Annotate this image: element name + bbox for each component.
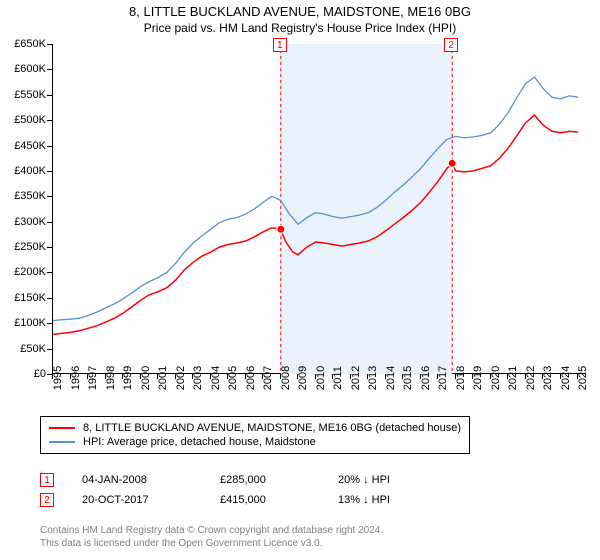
x-tick-label: 2003 [192,366,204,390]
marker-dot [448,159,456,167]
y-tick-label: £400K [14,165,46,177]
x-tick-label: 2018 [455,366,467,390]
ref-row: 2 20-OCT-2017 £415,000 13% ↓ HPI [40,490,390,510]
x-tick-label: 1997 [87,366,99,390]
ref-price: £415,000 [220,494,310,506]
ref-date: 20-OCT-2017 [82,494,192,506]
legend-swatch [49,441,75,443]
legend-swatch [49,427,75,429]
y-tick-label: £200K [14,266,46,278]
legend-label: HPI: Average price, detached house, Maid… [83,436,316,448]
x-tick-label: 2021 [507,366,519,390]
x-tick-label: 2020 [490,366,502,390]
shaded-band [281,44,452,374]
y-tick-label: £0 [34,368,46,380]
y-tick-label: £650K [14,38,46,50]
x-tick-label: 2019 [472,366,484,390]
x-tick-label: 2008 [280,366,292,390]
y-tick-label: £500K [14,114,46,126]
ref-row: 1 04-JAN-2008 £285,000 20% ↓ HPI [40,470,390,490]
y-tick-label: £300K [14,216,46,228]
footer-line1: Contains HM Land Registry data © Crown c… [40,524,383,537]
legend: 8, LITTLE BUCKLAND AVENUE, MAIDSTONE, ME… [40,416,470,454]
x-tick-label: 2024 [560,366,572,390]
marker-label-box: 2 [444,38,458,52]
chart-container: { "chart": { "title": "8, LITTLE BUCKLAN… [0,0,600,560]
marker-dot [277,225,285,233]
x-tick-label: 2010 [315,366,327,390]
ref-number-box: 2 [40,493,54,507]
chart-title: 8, LITTLE BUCKLAND AVENUE, MAIDSTONE, ME… [0,0,600,19]
y-tick-label: £250K [14,241,46,253]
y-tick-label: £100K [14,317,46,329]
x-tick-label: 2012 [350,366,362,390]
x-tick-label: 2016 [420,366,432,390]
ref-delta: 20% ↓ HPI [338,474,390,486]
x-tick-label: 2000 [140,366,152,390]
x-tick-label: 2001 [157,366,169,390]
legend-row: 8, LITTLE BUCKLAND AVENUE, MAIDSTONE, ME… [49,421,461,435]
plot-frame [52,44,586,374]
footer: Contains HM Land Registry data © Crown c… [40,524,383,550]
ref-delta: 13% ↓ HPI [338,494,390,506]
x-tick-label: 1998 [105,366,117,390]
x-tick-label: 2017 [437,366,449,390]
x-tick-label: 2023 [542,366,554,390]
ref-price: £285,000 [220,474,310,486]
plot-area: £0£50K£100K£150K£200K£250K£300K£350K£400… [52,44,586,374]
x-tick-label: 2014 [385,366,397,390]
y-tick-label: £450K [14,140,46,152]
x-tick-label: 2005 [227,366,239,390]
x-tick-label: 2022 [525,366,537,390]
legend-label: 8, LITTLE BUCKLAND AVENUE, MAIDSTONE, ME… [83,422,461,434]
x-tick-label: 1999 [122,366,134,390]
x-tick-label: 1996 [70,366,82,390]
marker-label-box: 1 [273,38,287,52]
legend-row: HPI: Average price, detached house, Maid… [49,435,461,449]
y-tick-label: £50K [20,343,46,355]
ref-date: 04-JAN-2008 [82,474,192,486]
chart-subtitle: Price paid vs. HM Land Registry's House … [0,19,600,39]
x-tick-label: 2007 [262,366,274,390]
x-tick-label: 2015 [402,366,414,390]
x-tick-label: 2011 [332,366,344,390]
x-tick-label: 2013 [367,366,379,390]
x-tick-label: 2006 [245,366,257,390]
footer-line2: This data is licensed under the Open Gov… [40,537,383,550]
x-tick-label: 2004 [210,366,222,390]
ref-number-box: 1 [40,473,54,487]
plot-svg [53,44,587,374]
x-tick-label: 1995 [52,366,64,390]
x-tick-label: 2009 [297,366,309,390]
y-tick-label: £600K [14,63,46,75]
x-tick-label: 2002 [175,366,187,390]
x-tick-label: 2025 [577,366,589,390]
y-tick-label: £150K [14,292,46,304]
reference-table: 1 04-JAN-2008 £285,000 20% ↓ HPI 2 20-OCT-201… [40,470,390,510]
y-tick-label: £350K [14,190,46,202]
y-tick-label: £550K [14,89,46,101]
